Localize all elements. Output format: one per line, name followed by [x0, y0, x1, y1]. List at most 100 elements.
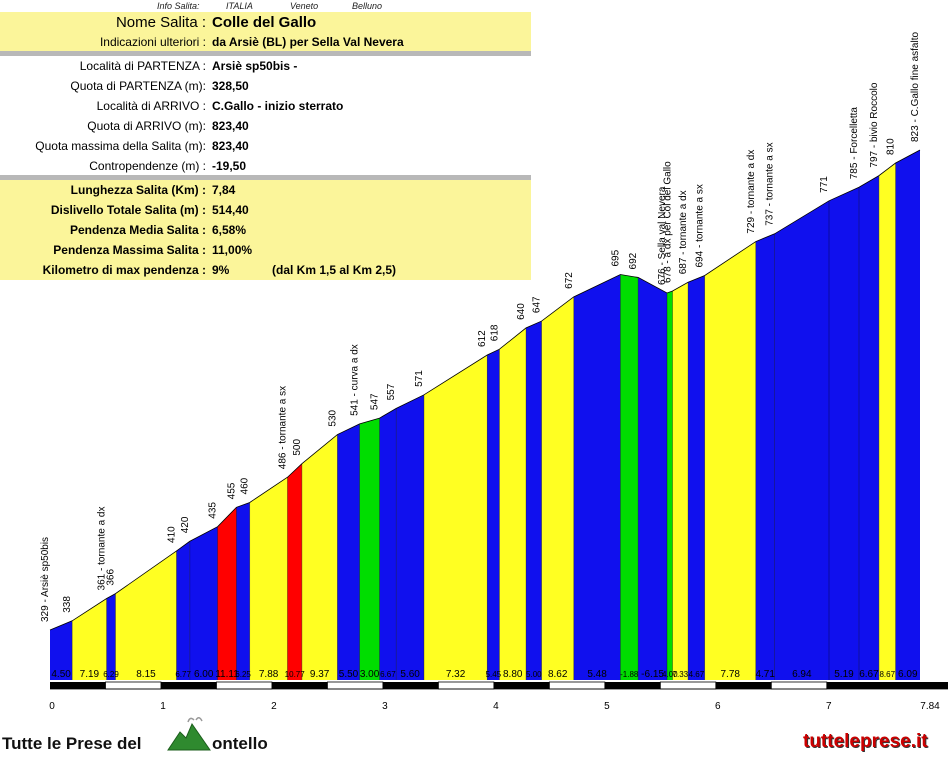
info-row: Quota di PARTENZA (m): 328,50 [0, 76, 531, 96]
profile-segment [499, 327, 527, 680]
profile-segment [704, 241, 756, 680]
scale-bar-light [437, 681, 495, 690]
scale-bar-dark [50, 682, 106, 689]
profile-segment [217, 507, 237, 680]
scale-bar-light [659, 681, 717, 690]
segment-pct-label: 4.00 [662, 670, 678, 679]
profile-segment [106, 593, 116, 680]
profile-segment [878, 162, 896, 680]
scale-bar-dark [382, 682, 439, 689]
elevation-annotation: 571 [414, 370, 425, 387]
info-header: Info Salita: ITALIA Veneto Belluno [0, 1, 531, 13]
info-row-value: 6,58% [212, 223, 247, 237]
segment-pct-label: 4.67 [689, 670, 705, 679]
segment-pct-label: 8.15 [136, 669, 156, 680]
elevation-annotation: 672 [564, 272, 575, 289]
scale-bar-dark [715, 682, 772, 689]
site-link[interactable]: tutteleprese.it [803, 731, 928, 752]
info-row-value: 328,50 [212, 79, 249, 93]
segment-pct-label: 8.80 [503, 669, 523, 680]
segment-pct-label: 4.71 [755, 669, 775, 680]
elevation-annotation: 618 [489, 324, 500, 341]
elevation-annotation: 435 [208, 502, 219, 519]
info-row-label: Pendenza Media Salita : [69, 223, 206, 237]
info-row: Quota massima della Salita (m): 823,40 [0, 136, 531, 156]
info-row-label: Località di PARTENZA : [79, 59, 206, 73]
segment-pct-label: 7.33 [673, 670, 689, 679]
scale-bar-light [770, 681, 828, 690]
elevation-annotation: 771 [819, 176, 830, 193]
scale-bar-dark [493, 682, 550, 689]
segment-pct-label: 8.62 [548, 669, 568, 680]
profile-segment [189, 526, 218, 680]
profile-segment [858, 175, 879, 681]
info-row-value: 11,00% [212, 243, 253, 257]
segment-pct-label: 10.77 [285, 670, 306, 679]
info-row-value: 514,40 [212, 203, 249, 217]
segment-pct-label: 11.11 [215, 669, 239, 680]
x-tick-label: 7.84 [920, 701, 940, 712]
info-region: Veneto [290, 1, 319, 11]
elevation-annotation: 486 - tornante a sx [277, 386, 288, 469]
elevation-annotation: 530 [327, 409, 338, 426]
info-row-extra: (dal Km 1,5 al Km 2,5) [272, 263, 397, 277]
info-row-value: 7,84 [212, 183, 236, 197]
info-row-value: -19,50 [212, 159, 247, 173]
segment-pct-label: 6.29 [103, 670, 119, 679]
segment-pct-label: 6.94 [792, 669, 812, 680]
segment-pct-label: 7.19 [80, 669, 100, 680]
scale-bar-dark [160, 682, 217, 689]
profile-segment [829, 187, 859, 680]
x-tick-label: 7 [826, 701, 832, 712]
profile-segment [672, 282, 689, 680]
profile-segment [895, 150, 920, 680]
elevation-annotation: 329 - Arsiè sp50bis [40, 537, 51, 622]
info-label: Info Salita: [157, 1, 200, 11]
elevation-annotation: 541 - curva a dx [350, 344, 361, 416]
elevation-annotation: 455 [226, 482, 237, 499]
segment-pct-label: 5.48 [587, 669, 607, 680]
info-row: Pendenza Media Salita : 6,58% [0, 220, 531, 240]
elevation-annotation: 823 - C.Gallo fine asfalto [910, 32, 921, 142]
profile-segment [249, 477, 288, 680]
profile-segment [774, 200, 830, 680]
x-tick-label: 1 [160, 701, 166, 712]
profile-segment [176, 541, 190, 680]
info-country: ITALIA [226, 1, 253, 11]
profile-segment [72, 598, 107, 680]
elevation-annotation: 785 - Forcelletta [849, 107, 860, 180]
x-tick-label: 4 [493, 701, 499, 712]
x-tick-label: 6 [715, 701, 721, 712]
info-row: Quota di ARRIVO (m): 823,40 [0, 116, 531, 136]
info-row-label: Indicazioni ulteriori : [99, 35, 206, 49]
profile-segment [287, 463, 302, 680]
info-row: Lunghezza Salita (Km) : 7,84 [0, 180, 531, 200]
profile-segment [337, 423, 360, 680]
mountain-logo-icon [167, 717, 211, 751]
segment-pct-label: 6.77 [175, 670, 191, 679]
elevation-annotation: 687 - tornante a dx [678, 190, 689, 274]
segment-pct-label: -6.15 [641, 669, 664, 680]
info-row: Pendenza Massima Salita : 11,00% [0, 240, 531, 260]
profile-outline [49, 149, 921, 631]
info-row-label: Nome Salita : [115, 14, 206, 31]
elevation-annotation: 338 [62, 596, 73, 613]
elevation-annotation: 737 - tornante a sx [765, 142, 776, 225]
info-row: Indicazioni ulteriori : da Arsiè (BL) per… [0, 34, 531, 51]
info-row: Contropendenze (m) : -19,50 [0, 156, 531, 176]
profile-segment [620, 274, 639, 680]
scale-bar-dark [271, 682, 328, 689]
elevation-annotation: 676 - Sella val Nevera [657, 186, 668, 285]
info-row-label: Località di ARRIVO : [96, 99, 206, 113]
info-separator [0, 51, 531, 56]
profile-segment [423, 355, 488, 680]
elevation-annotation: 797 - bivio Roccolo [869, 82, 880, 167]
profile-segment [50, 620, 73, 680]
profile-segment [301, 434, 338, 680]
info-row-value: 823,40 [212, 119, 249, 133]
elevation-annotation: 678 - a dx per Col del Gallo [663, 161, 674, 283]
segment-pct-label: 3.00 [360, 669, 380, 680]
segment-pct-label: 4.50 [51, 669, 71, 680]
elevation-annotation: 410 [167, 526, 178, 543]
